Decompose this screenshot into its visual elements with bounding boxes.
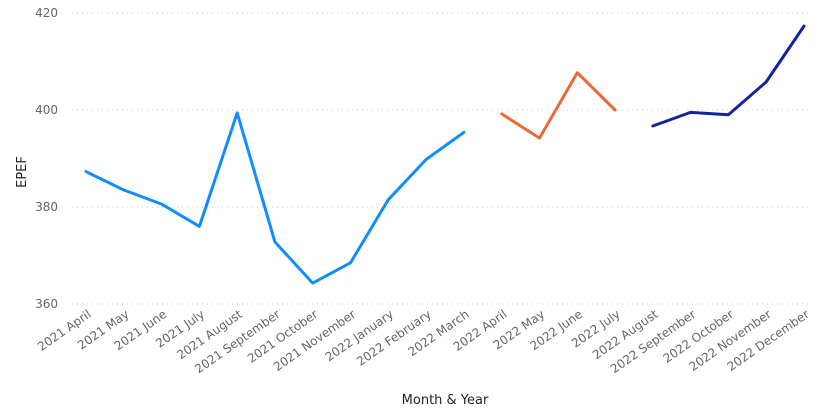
series-line-2 bbox=[500, 71, 617, 140]
y-tick-label: 400 bbox=[35, 103, 58, 117]
y-axis-ticks: 360 380 400 420 bbox=[35, 6, 58, 311]
series-line-1 bbox=[84, 111, 466, 285]
x-axis-title: Month & Year bbox=[402, 393, 489, 408]
y-tick-label: 380 bbox=[35, 200, 58, 214]
y-tick-label: 420 bbox=[35, 6, 58, 20]
y-tick-label: 360 bbox=[35, 297, 58, 311]
gridlines bbox=[72, 12, 812, 305]
y-axis-title: EPEF bbox=[15, 156, 30, 188]
series-line-3 bbox=[651, 24, 806, 128]
series-lines bbox=[84, 24, 806, 285]
